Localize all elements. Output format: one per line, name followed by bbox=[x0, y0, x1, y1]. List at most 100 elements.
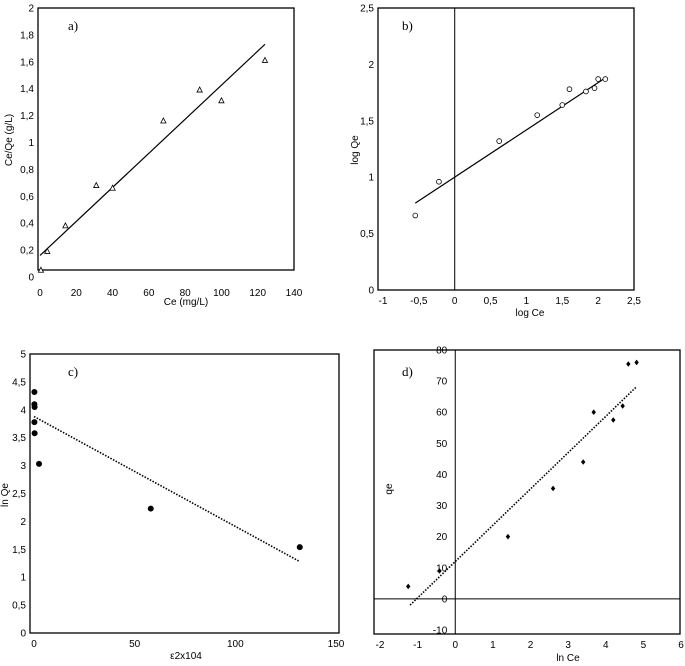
y-tick-label: 3,5 bbox=[12, 433, 26, 444]
data-point bbox=[437, 568, 442, 574]
y-tick-label: 0 bbox=[20, 629, 26, 640]
data-point bbox=[591, 409, 596, 416]
x-tick-label: -1 bbox=[413, 640, 422, 651]
data-point bbox=[602, 76, 609, 82]
x-tick-label: -0,5 bbox=[410, 296, 428, 307]
x-tick-label: 100 bbox=[227, 639, 244, 650]
panel-label: c) bbox=[68, 364, 78, 379]
x-tick-label: 0,5 bbox=[484, 296, 498, 307]
data-point bbox=[626, 361, 631, 367]
x-tick-label: 50 bbox=[129, 639, 141, 650]
data-point bbox=[147, 505, 154, 512]
x-tick-label: 150 bbox=[328, 639, 345, 650]
y-tick-label: 1,5 bbox=[12, 545, 26, 556]
y-tick-label: 5 bbox=[20, 350, 26, 361]
y-axis-title: qe bbox=[384, 483, 395, 495]
x-axis-title: log Ce bbox=[516, 308, 545, 319]
panel-frame bbox=[373, 349, 681, 635]
y-tick-label: 1,5 bbox=[360, 116, 374, 127]
y-tick-label: 2 bbox=[368, 60, 374, 71]
y-tick-label: 0,6 bbox=[20, 192, 34, 203]
y-tick-label: 0,5 bbox=[12, 601, 26, 612]
x-tick-label: 0 bbox=[452, 640, 458, 651]
data-point bbox=[160, 117, 167, 124]
data-point bbox=[31, 419, 38, 426]
data-point bbox=[412, 212, 419, 219]
x-tick-label: 80 bbox=[180, 288, 192, 299]
y-tick-label: 60 bbox=[436, 408, 448, 419]
data-point bbox=[62, 222, 69, 229]
data-point bbox=[31, 430, 38, 437]
data-point bbox=[496, 138, 502, 144]
trendline bbox=[414, 77, 606, 204]
x-tick-label: 60 bbox=[143, 288, 155, 299]
data-point bbox=[218, 96, 225, 104]
trendline bbox=[39, 43, 266, 256]
data-point bbox=[37, 266, 45, 273]
y-tick-label: 3 bbox=[20, 461, 26, 472]
y-tick-label: 0 bbox=[28, 273, 34, 284]
x-axis-title: ln Ce bbox=[556, 653, 580, 664]
y-tick-label: 1 bbox=[28, 138, 34, 149]
x-tick-label: -2 bbox=[376, 640, 385, 651]
y-tick-label: 0,8 bbox=[20, 165, 34, 176]
x-axis-title: ε2x104 bbox=[170, 651, 202, 662]
panel-c: 0 50 100 150 0 0,5 1 1,5 2 2,5 3 3,5 4 4,5 5 ε2x104 ln Q… bbox=[0, 350, 345, 663]
y-tick-label: 4,5 bbox=[12, 377, 26, 388]
x-tick-label: 20 bbox=[71, 288, 83, 299]
data-point bbox=[505, 533, 511, 540]
y-axis-title: log Qe bbox=[350, 135, 361, 165]
y-tick-label: 1,2 bbox=[20, 111, 34, 122]
x-tick-label: 3 bbox=[565, 640, 571, 651]
y-tick-label: 0,5 bbox=[360, 229, 374, 240]
panel-label: d) bbox=[402, 364, 413, 379]
data-point bbox=[296, 544, 303, 551]
data-point bbox=[566, 86, 573, 93]
x-tick-label: 2,5 bbox=[627, 296, 641, 307]
y-axis-title: Ce/Qe (g/L) bbox=[4, 114, 15, 166]
y-tick-label: 70 bbox=[436, 377, 448, 388]
data-point bbox=[109, 184, 116, 191]
y-tick-label: 0 bbox=[442, 594, 448, 605]
panel-frame bbox=[29, 353, 340, 634]
x-tick-label: -1 bbox=[379, 296, 388, 307]
y-tick-label: 4 bbox=[20, 405, 26, 416]
y-tick-label: 1 bbox=[368, 173, 374, 184]
x-tick-label: 4 bbox=[603, 640, 609, 651]
x-tick-label: 0 bbox=[31, 639, 37, 650]
y-tick-label: 0,4 bbox=[20, 219, 34, 230]
x-tick-label: 0 bbox=[452, 296, 458, 307]
data-point bbox=[634, 359, 639, 366]
panel-b: -1 -0,5 0 0,5 1 1,5 2 2,5 0 0,5 1 1,5 2 2,5 log Ce log … bbox=[350, 4, 641, 320]
x-tick-label: 100 bbox=[213, 288, 230, 299]
data-point bbox=[591, 85, 598, 91]
y-tick-label: 10 bbox=[436, 563, 448, 574]
y-tick-label: 2,5 bbox=[360, 4, 374, 15]
x-tick-label: 1 bbox=[490, 640, 496, 651]
panel-frame bbox=[37, 7, 295, 271]
data-point bbox=[580, 459, 586, 465]
x-tick-label: 0 bbox=[37, 288, 43, 299]
data-point bbox=[595, 76, 601, 82]
data-point bbox=[550, 485, 556, 492]
x-tick-label: 120 bbox=[249, 288, 266, 299]
y-tick-label: 1,4 bbox=[20, 84, 34, 95]
data-point bbox=[43, 247, 51, 254]
data-point bbox=[92, 181, 100, 188]
data-point bbox=[559, 102, 566, 108]
data-point bbox=[261, 56, 269, 63]
y-tick-label: 1,6 bbox=[20, 57, 34, 68]
x-tick-label: 140 bbox=[286, 288, 303, 299]
panel-label: b) bbox=[402, 18, 413, 33]
x-tick-label: 5 bbox=[641, 640, 647, 651]
y-tick-label: 2 bbox=[20, 517, 26, 528]
y-tick-label: 50 bbox=[436, 439, 448, 450]
y-tick-label: 20 bbox=[436, 532, 448, 543]
panel-frame bbox=[377, 7, 635, 291]
x-tick-label: 1,5 bbox=[555, 296, 569, 307]
y-tick-label: 0 bbox=[368, 286, 374, 297]
y-tick-label: 2 bbox=[28, 4, 34, 15]
x-tick-label: 40 bbox=[107, 288, 119, 299]
data-point bbox=[611, 417, 616, 423]
